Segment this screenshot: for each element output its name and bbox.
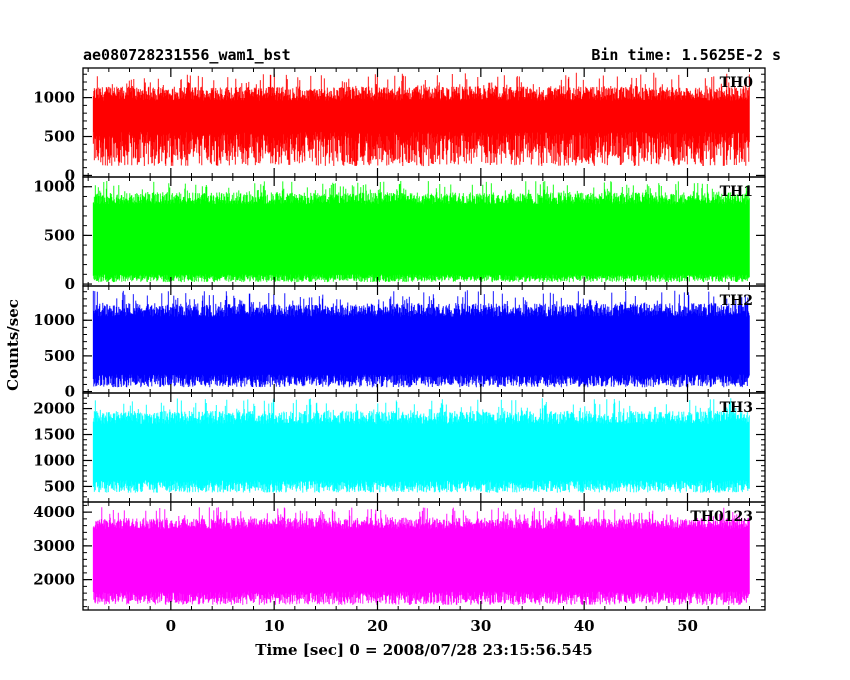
panel-frame <box>82 501 766 611</box>
y-tick-label: 1000 <box>33 311 75 329</box>
y-tick-label: 1500 <box>33 426 75 444</box>
y-tick-label: 500 <box>44 477 75 495</box>
y-tick-label: 500 <box>44 347 75 365</box>
y-tick-label: 0 <box>65 166 75 184</box>
y-tick-label: 2000 <box>33 400 75 418</box>
panel-label: TH0123 <box>690 509 753 525</box>
series-th0-trace <box>92 72 750 167</box>
series-th3-trace <box>92 398 750 493</box>
series-th0123-trace <box>92 507 750 605</box>
panel-label: TH2 <box>720 293 753 309</box>
panel-label: TH3 <box>720 400 753 416</box>
y-tick-label: 500 <box>44 226 75 244</box>
panel-th0123: 2000 3000 4000 TH0123 <box>33 501 766 611</box>
y-tick-label: 4000 <box>33 503 75 521</box>
series-th2-trace <box>92 290 750 388</box>
x-tick-label: 30 <box>470 617 491 635</box>
y-tick-label: 0 <box>65 275 75 293</box>
panel-label: TH0 <box>720 75 754 91</box>
y-tick-label: 1000 <box>33 89 75 107</box>
y-tick-label: 500 <box>44 128 75 146</box>
y-tick-label: 3000 <box>33 537 75 555</box>
bin-time-label: Bin time: 1.5625E-2 s <box>591 46 781 64</box>
series-th1-trace <box>92 181 750 283</box>
x-tick-label: 50 <box>677 617 698 635</box>
x-tick-label: 20 <box>367 617 388 635</box>
x-axis-title: Time [sec] 0 = 2008/07/28 23:15:56.545 <box>255 641 592 659</box>
x-tick-label: 10 <box>264 617 285 635</box>
y-tick-label: 1000 <box>33 178 75 196</box>
panel-th1: 0 500 1000 TH1 <box>33 176 766 293</box>
y-tick-label: 0 <box>65 383 75 401</box>
panel-th0: 0 500 1000 TH0 <box>33 67 766 184</box>
panel-th2: 0 500 1000 TH2 <box>33 285 766 401</box>
x-tick-label: 0 <box>166 617 176 635</box>
chart-title: ae080728231556_wam1_bst <box>83 46 291 64</box>
y-tick-label: 2000 <box>33 571 75 589</box>
panel-th3: 500 1000 1500 2000 TH3 <box>33 392 766 503</box>
y-axis-title: Counts/sec <box>4 299 22 391</box>
panel-label: TH1 <box>720 184 753 200</box>
x-tick-label: 40 <box>574 617 595 635</box>
y-tick-label: 1000 <box>33 451 75 469</box>
